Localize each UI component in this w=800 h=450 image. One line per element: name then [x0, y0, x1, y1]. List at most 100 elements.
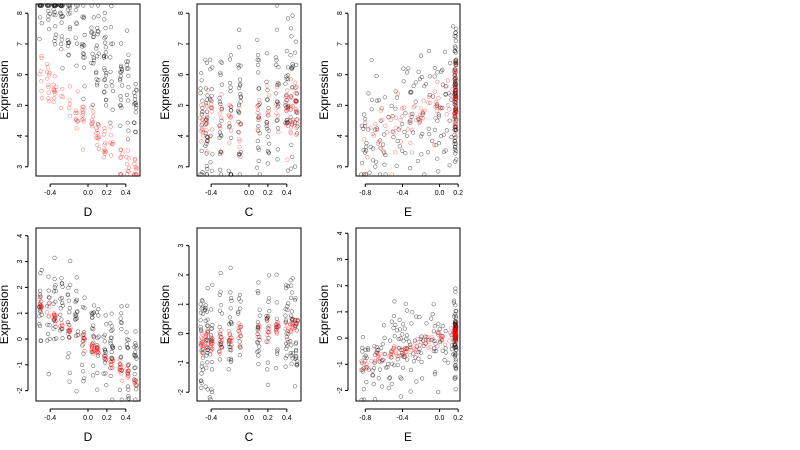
fitted-point: [401, 352, 406, 357]
observed-point: [446, 360, 451, 365]
fitted-point: [120, 151, 125, 156]
observed-point: [274, 324, 279, 330]
observed-point: [132, 120, 137, 125]
observed-point: [266, 299, 271, 304]
fitted-point: [80, 332, 85, 338]
fitted-point: [264, 316, 269, 321]
observed-point: [118, 74, 123, 79]
observed-point: [134, 102, 139, 108]
fitted-point: [91, 109, 96, 114]
fitted-point: [257, 97, 262, 102]
observed-point: [46, 372, 51, 377]
fitted-point: [452, 333, 457, 338]
observed-point: [53, 289, 58, 294]
observed-point: [286, 301, 291, 306]
fitted-point: [452, 114, 457, 119]
observed-point: [132, 372, 137, 377]
fitted-point: [81, 335, 86, 341]
observed-point: [276, 82, 281, 87]
y-tick-label: 6: [17, 73, 24, 77]
observed-point: [205, 115, 210, 120]
observed-point: [438, 134, 444, 139]
observed-point: [81, 51, 86, 57]
observed-point: [226, 124, 232, 130]
x-axis: -0.8 -0.4 0.0 0.2: [359, 408, 463, 422]
observed-point: [37, 322, 42, 327]
fitted-point: [453, 327, 458, 333]
observed-point: [452, 106, 458, 112]
fitted-point: [383, 123, 388, 128]
fitted-point: [289, 329, 294, 335]
observed-point: [265, 88, 270, 93]
observed-point: [59, 34, 64, 39]
observed-point: [126, 85, 131, 90]
fitted-point: [453, 84, 458, 90]
fitted-point: [452, 96, 457, 102]
fitted-point: [108, 359, 113, 365]
fitted-point: [91, 346, 97, 351]
x-tick-label: 0.2: [263, 415, 273, 422]
fitted-point: [438, 336, 444, 341]
fitted-point: [283, 122, 288, 127]
fitted-point: [381, 149, 386, 154]
fitted-point: [218, 339, 223, 344]
observed-point: [447, 163, 452, 168]
fitted-point: [117, 365, 122, 370]
fitted-point: [51, 311, 57, 316]
fitted-point: [435, 344, 440, 349]
observed-point: [46, 27, 52, 32]
fitted-point: [408, 345, 414, 350]
observed-point: [94, 46, 99, 51]
observed-point: [284, 346, 289, 351]
observed-point: [228, 85, 233, 90]
observed-point: [284, 121, 290, 126]
observed-point: [198, 327, 204, 332]
observed-point: [132, 90, 137, 95]
observed-point: [417, 314, 422, 320]
observed-point: [411, 130, 416, 135]
observed-point: [293, 296, 298, 301]
observed-point: [117, 361, 122, 367]
fitted-point: [218, 351, 223, 356]
fitted-point: [209, 102, 214, 107]
fitted-point: [453, 324, 458, 329]
fitted-point: [203, 335, 208, 340]
observed-point: [449, 332, 454, 337]
fitted-point: [274, 327, 279, 332]
fitted-point: [371, 133, 376, 138]
observed-point: [73, 8, 78, 13]
fitted-point: [89, 345, 94, 350]
observed-point: [238, 83, 243, 88]
fitted-point: [118, 369, 123, 374]
observed-point: [454, 352, 459, 357]
observed-point: [125, 384, 130, 389]
observed-point: [443, 328, 448, 334]
fitted-point: [452, 329, 458, 334]
observed-point: [108, 120, 113, 125]
fitted-point: [407, 344, 412, 349]
observed-point: [408, 389, 413, 394]
observed-point: [398, 336, 403, 341]
fitted-point: [264, 332, 269, 337]
fitted-point: [446, 103, 451, 108]
observed-point: [411, 83, 416, 88]
fitted-point: [432, 142, 437, 147]
observed-point: [95, 32, 100, 37]
observed-point: [46, 17, 51, 22]
y-tick-label: 3: [337, 165, 344, 169]
observed-point: [46, 288, 51, 293]
observed-point: [209, 387, 214, 392]
fitted-point: [210, 340, 215, 345]
observed-point: [431, 329, 437, 334]
fitted-point: [274, 323, 279, 328]
observed-point: [67, 306, 72, 311]
observed-point: [199, 112, 204, 117]
observed-point: [198, 90, 203, 96]
fitted-point: [294, 91, 299, 96]
fitted-point: [208, 105, 213, 110]
fitted-point: [452, 110, 457, 115]
observed-point: [288, 26, 294, 31]
observed-point: [101, 55, 106, 60]
observed-point: [59, 295, 65, 301]
fitted-point: [418, 340, 424, 345]
